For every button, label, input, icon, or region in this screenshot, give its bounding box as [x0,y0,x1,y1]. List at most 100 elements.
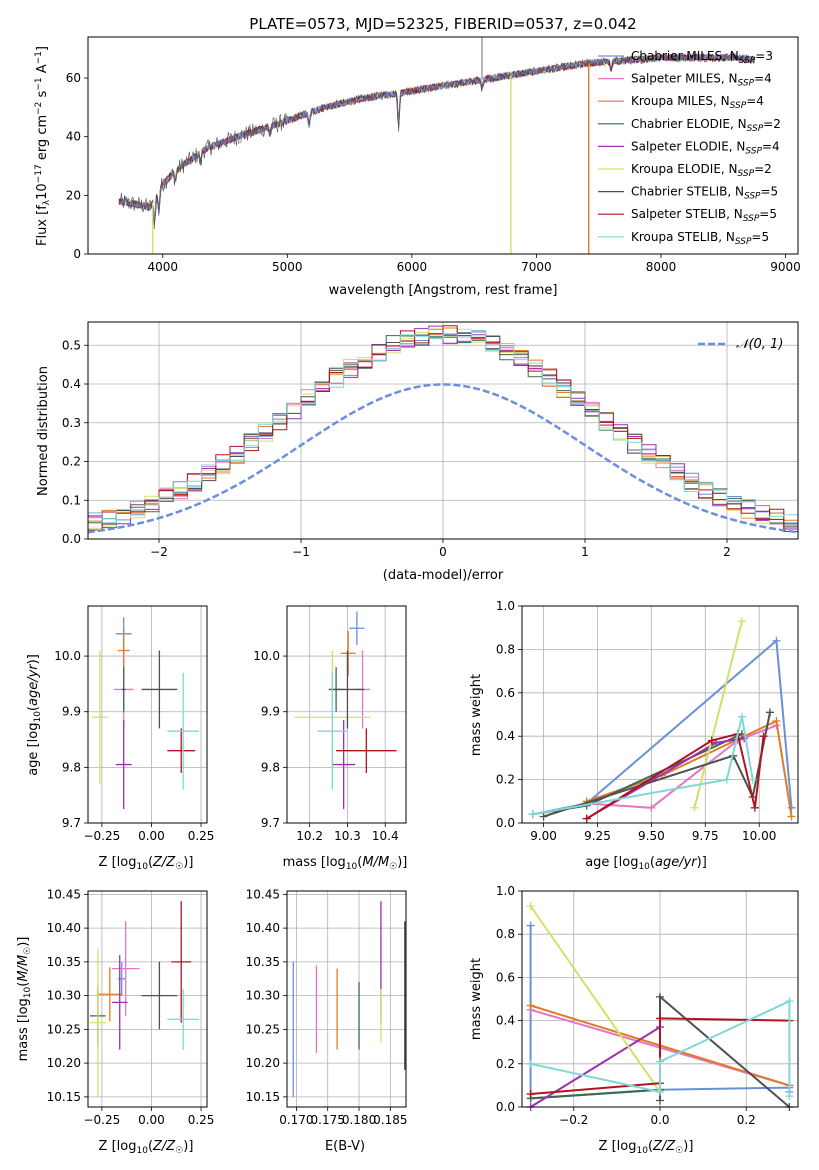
x-tick-label: 10.2 [296,829,323,843]
legend-entry-label: Chabrier STELIB, NSSP=5 [631,185,778,202]
y-tick-label: 20 [66,188,81,202]
y-tick-label: 10.45 [246,887,280,901]
y-tick-label: 0.6 [496,970,515,984]
normal-curve-legend-label: 𝒩(0, 1) [736,337,783,352]
y-tick-label: 10.25 [246,1022,280,1036]
x-tick-label: 4000 [147,260,178,274]
y-tick-label: 0.4 [62,377,81,391]
mass-weight-marker [787,812,796,821]
mass-weight-marker [772,636,781,645]
mass-weight-marker [526,902,535,911]
x-tick-label: 10.00 [742,829,776,843]
y-tick-label: 10.20 [47,1056,81,1070]
axes-frame [521,605,799,824]
x-tick-label: −1 [292,545,310,559]
mass-weight-line [532,716,754,816]
y-tick-label: 0.4 [496,729,515,743]
y-tick-label: 10.15 [246,1090,280,1104]
mass-weight-marker [748,775,757,784]
x-tick-label: 0.25 [188,829,215,843]
mass-weight-line [543,712,771,818]
y-tick-label: 10.35 [47,955,81,969]
y-tick-label: 0.4 [496,1014,515,1028]
mass-weight-marker [539,812,548,821]
x-tick-label: 2 [723,545,731,559]
y-tick-label: 10.35 [246,955,280,969]
massweight-vs-metallicity-panel: −0.2 0.0 0.2 0.0 0.2 0.4 0.6 0.8 1.0 [496,884,799,1127]
x-tick-label: −0.2 [559,1113,588,1127]
y-tick-label: 0.0 [496,1100,515,1114]
age-vs-mass-panel: 10.2 10.3 10.4 9.7 9.8 9.9 10.0 [253,605,407,843]
errorbars [91,617,200,810]
mass-weight-marker [656,1096,664,1105]
x-tick-label: 0.25 [188,1113,215,1127]
p7-xlabel: E(B-V) [325,1139,365,1154]
y-tick-label: 0 [73,247,81,261]
p8-ylabel: mass weight [469,958,484,1040]
x-tick-label: 9.75 [692,829,719,843]
mass-weight-marker [528,810,537,819]
histogram-legend: 𝒩(0, 1) [698,337,783,352]
p5-ylabel: mass weight [469,674,484,756]
x-tick-label: 10.3 [334,829,361,843]
grid: −0.25 0.00 0.25 9.7 9.8 9.9 10.0 [54,606,214,843]
y-tick-label: 0.2 [496,1057,515,1071]
legend-entry-label: Chabrier ELODIE, NSSP=2 [631,117,781,134]
residual-histogram-step [88,325,798,532]
x-tick-label: 0.2 [737,1113,756,1127]
grid: 9.00 9.25 9.50 9.75 10.00 0.0 0.2 0.4 0.6 0.8 1.0 [496,599,798,843]
axes-frame [87,890,208,1108]
p4-xlabel: mass [log10(M/M☉)] [283,855,408,872]
x-tick-label: 9.00 [530,829,557,843]
x-tick-label: −0.25 [83,829,120,843]
legend-entry-label: Kroupa MILES, NSSP=4 [631,94,764,111]
p6-ylabel: mass [log10(M/M☉)] [16,937,33,1062]
mass-weight-line [586,724,777,809]
legend-entry-label: Salpeter ELODIE, NSSP=4 [631,139,780,156]
y-tick-label: 0.8 [496,927,515,941]
y-tick-label: 10.30 [246,989,280,1003]
y-tick-label: 60 [66,71,81,85]
y-tick-label: 10.20 [246,1056,280,1070]
x-tick-label: 0.180 [342,1113,376,1127]
x-tick-label: 9.50 [638,829,665,843]
mass-weight-marker [785,997,794,1006]
mass-weight-marker [707,736,716,745]
x-tick-label: 1 [581,545,589,559]
legend-entry-label: Salpeter STELIB, NSSP=5 [631,207,777,224]
p6-xlabel: Z [log10(Z/Z☉)] [99,1139,194,1156]
observed-spectrum-line [118,52,755,230]
x-tick-label: 9000 [770,260,801,274]
y-tick-label: 9.7 [261,816,280,830]
errorbars [292,901,406,1097]
mass-weight-line [693,620,743,809]
y-tick-label: 9.9 [62,705,81,719]
mass-weight-marker [526,1059,535,1068]
y-tick-label: 0.0 [496,816,515,830]
axes-frame [286,605,407,824]
massweight-vs-age-panel: 9.00 9.25 9.50 9.75 10.00 0.0 0.2 0.4 0.6 0.8 1.0 [496,599,799,843]
legend-entry-label: Salpeter MILES, NSSP=4 [631,72,772,89]
mass-weight-marker [656,1087,664,1096]
y-tick-label: 10.40 [246,921,280,935]
mass-weight-marker [737,617,746,626]
legend-entry-label: Chabrier MILES, NSSP=3 [631,49,773,66]
x-tick-label: 8000 [646,260,677,274]
x-tick-label: −0.25 [83,1113,120,1127]
grid: −0.25 0.00 0.25 10.15 10.20 10.25 10.30 10.35 10… [47,887,215,1127]
mass-weight-line [529,905,661,1093]
x-tick-label: 0.0 [650,1113,669,1127]
axes-frame [286,890,407,1108]
residual-histogram-step [88,331,798,524]
y-tick-label: 10.40 [47,921,81,935]
x-tick-label: 7000 [521,260,552,274]
p3-ylabel: age [log10(age/yr)] [26,654,43,776]
mass-weight-marker [765,708,774,717]
y-tick-label: 1.0 [496,599,515,613]
legend-entry-label: Kroupa ELODIE, NSSP=2 [631,162,772,179]
mass-weight-line [530,1017,790,1095]
mass-weight-marker [656,1057,664,1066]
histogram-ylabel: Normed distribution [36,366,51,496]
